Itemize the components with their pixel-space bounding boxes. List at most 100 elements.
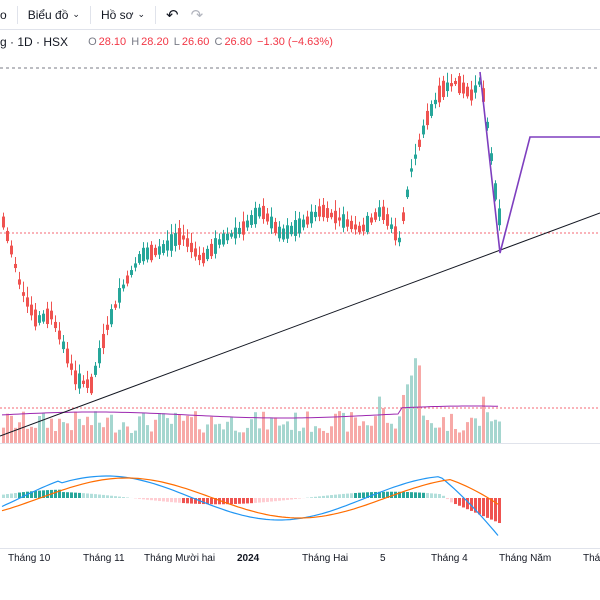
macd-histogram-bar (58, 489, 61, 498)
projection-path[interactable] (479, 71, 600, 254)
volume-bar (390, 423, 393, 443)
volume-bar (410, 375, 413, 443)
volume-bar (402, 394, 405, 443)
macd-histogram-bar (382, 491, 385, 498)
time-axis-label: Tháng Mười hai (144, 553, 216, 564)
macd-histogram-bar (310, 497, 313, 498)
time-axis[interactable]: Tháng 10 Tháng 11 Tháng Mười hai 2024 Th… (0, 553, 600, 573)
volume-bar (342, 412, 345, 443)
macd-histogram-bar (234, 498, 237, 504)
volume-bar (78, 418, 81, 443)
candle-body (270, 216, 273, 229)
exchange-label: HSX (43, 35, 69, 49)
candle-body (162, 244, 165, 253)
volume-bar (394, 428, 397, 443)
candle-body (426, 110, 429, 126)
macd-histogram-bar (154, 498, 157, 501)
macd-histogram-bar (218, 498, 221, 505)
price-chart[interactable] (0, 60, 600, 548)
candle-body (206, 248, 209, 260)
legend-symbol[interactable]: g · 1D · HSX (0, 35, 69, 49)
candle-body (230, 233, 233, 237)
volume-bar (54, 431, 57, 443)
volume-bar (18, 422, 21, 443)
macd-histogram-bar (246, 498, 249, 504)
volume-bar (190, 417, 193, 443)
volume-bar (298, 431, 301, 443)
interval-label: 1D (17, 35, 33, 49)
macd-histogram-bar (102, 494, 105, 498)
time-axis-label: Tháng Năm (499, 553, 552, 564)
macd-histogram-bar (438, 494, 441, 498)
volume-bar (122, 422, 125, 443)
macd-histogram-bar (18, 492, 21, 498)
undo-button[interactable]: ↶ (160, 0, 185, 30)
macd-histogram-bar (222, 498, 225, 505)
chart-menu-button[interactable]: Biểu đồ ⌄ (22, 0, 86, 30)
top-toolbar: o Biểu đồ ⌄ Hồ sơ ⌄ ↶ ↷ (0, 0, 600, 30)
macd-histogram-bar (378, 491, 381, 498)
macd-histogram-bar (490, 498, 493, 520)
macd-histogram-bar (470, 498, 473, 511)
volume-bar (478, 425, 481, 443)
candle-body (410, 168, 413, 172)
volume-bar (310, 431, 313, 443)
chart-menu-label: Biểu đồ (27, 7, 69, 22)
volume-bar (482, 396, 485, 443)
candle-body (474, 85, 477, 93)
volume-bar (90, 425, 93, 443)
macd-histogram-bar (54, 489, 57, 498)
macd-histogram-bar (86, 493, 89, 498)
volume-bar (134, 430, 137, 443)
candle-body (46, 308, 49, 325)
volume-bar (98, 422, 101, 443)
volume-bar (202, 432, 205, 443)
candle-body (434, 99, 437, 105)
candle-body (6, 230, 9, 242)
candle-body (458, 76, 461, 94)
candle-body (266, 213, 269, 222)
macd-histogram-bar (286, 498, 289, 500)
time-axis-label: 2024 (237, 553, 260, 564)
macd-histogram-bar (414, 492, 417, 498)
volume-bar (102, 427, 105, 443)
macd-histogram-bar (314, 496, 317, 498)
macd-histogram-bar (90, 493, 93, 498)
candle-body (278, 226, 281, 239)
volume-bar (474, 418, 477, 443)
candle-body (414, 154, 417, 159)
candle-body (214, 238, 217, 254)
macd-histogram-bar (150, 498, 153, 501)
candle-body (362, 224, 365, 232)
candle-body (18, 279, 21, 285)
trend-line[interactable] (0, 212, 600, 437)
profile-menu-button[interactable]: Hồ sơ ⌄ (95, 0, 151, 30)
macd-histogram-bar (434, 493, 437, 498)
volume-bar (130, 432, 133, 443)
macd-histogram-bar (178, 498, 181, 503)
candle-body (174, 233, 177, 246)
macd-histogram-bar (450, 498, 453, 503)
volume-bar (374, 416, 377, 443)
volume-bar (294, 412, 297, 443)
macd-histogram-bar (82, 493, 85, 498)
macd-histogram-bar (318, 496, 321, 498)
macd-histogram-bar (206, 498, 209, 505)
candle-body (82, 380, 85, 385)
candle-body (198, 254, 201, 261)
redo-button[interactable]: ↷ (185, 0, 210, 30)
volume-bar (14, 427, 17, 443)
macd-histogram-bar (98, 494, 101, 498)
volume-bar (346, 431, 349, 443)
close-value: 26.80 (224, 36, 252, 48)
volume-bar (278, 425, 281, 443)
candle-body (358, 225, 361, 233)
toolbar-item-partial[interactable]: o (0, 0, 13, 30)
candle-body (350, 220, 353, 230)
macd-histogram-bar (290, 498, 293, 500)
volume-bar (66, 423, 69, 443)
candle-body (246, 220, 249, 228)
macd-histogram-bar (342, 493, 345, 498)
candle-body (222, 233, 225, 245)
candle-body (166, 240, 169, 251)
